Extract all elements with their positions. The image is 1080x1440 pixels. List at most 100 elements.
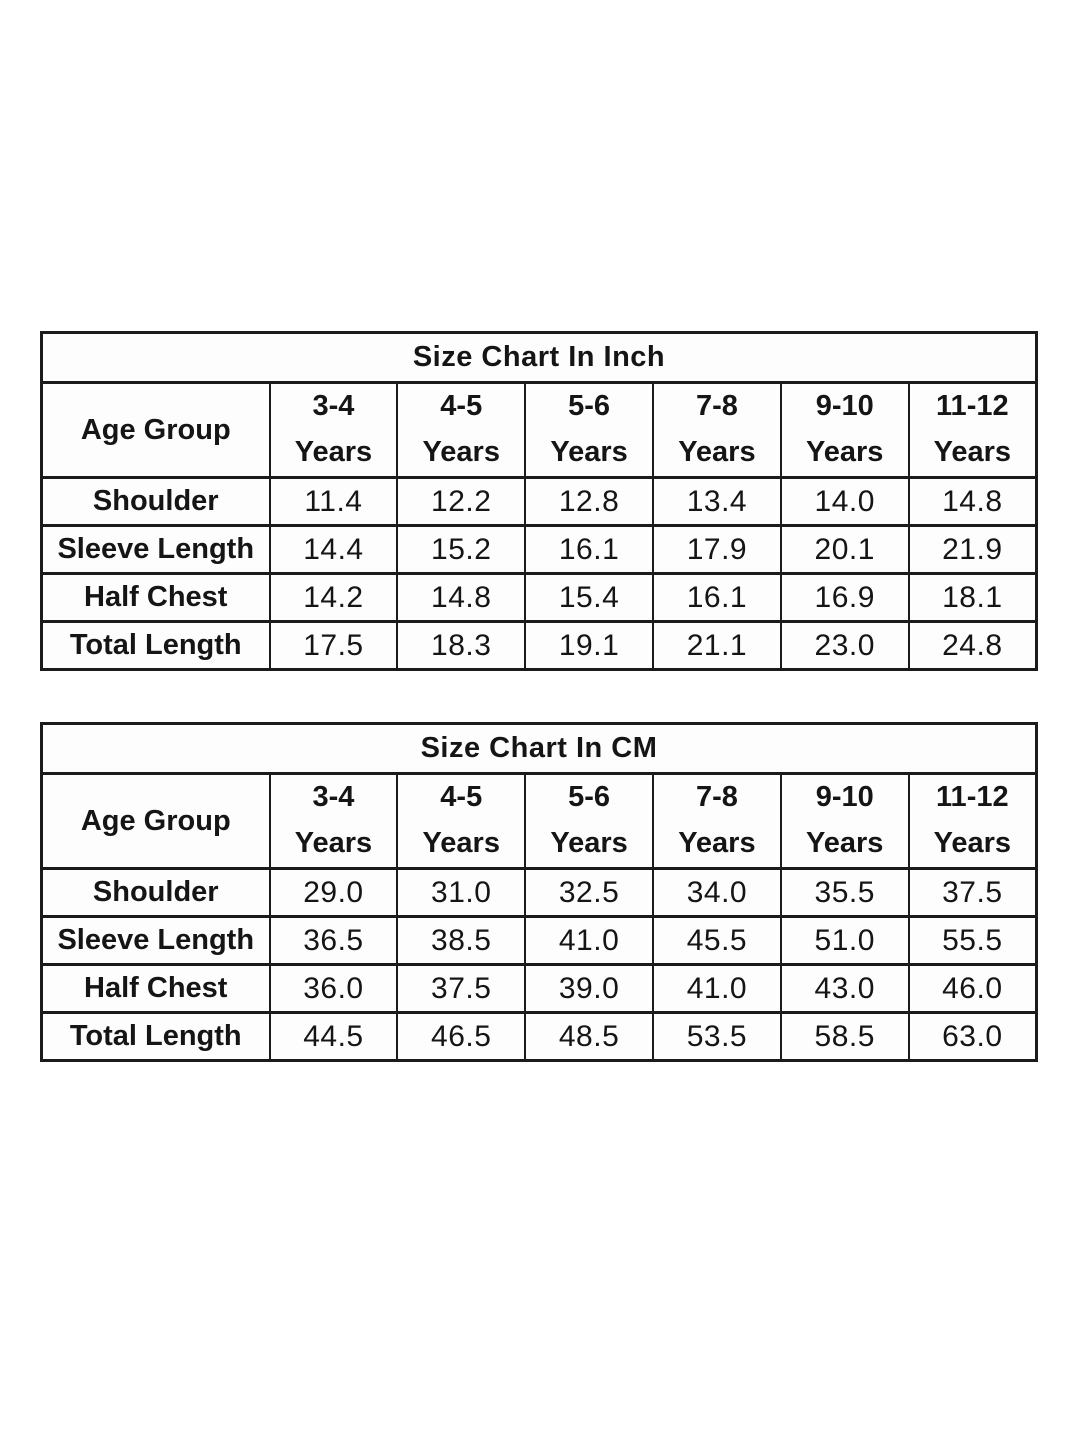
- column-header-age: 7-8: [695, 390, 738, 422]
- value-cell: 37.5: [396, 963, 527, 1014]
- value-cell: 16.1: [524, 524, 654, 575]
- column-header-age: 9-10: [815, 781, 874, 813]
- column-header: 9-10 Years: [779, 772, 910, 870]
- value-cell: 14.2: [268, 572, 399, 623]
- value-cell: 34.0: [651, 867, 782, 918]
- column-header: 4-5 Years: [396, 772, 527, 870]
- table-row: Shoulder 11.4 12.2 12.8 13.4 14.0 14.8: [40, 476, 1038, 527]
- row-label: Sleeve Length: [40, 524, 271, 575]
- value-cell: 18.3: [396, 620, 527, 671]
- value-cell: 45.5: [651, 915, 782, 966]
- value-cell: 15.4: [524, 572, 654, 623]
- table-row: Sleeve Length 36.5 38.5 41.0 45.5 51.0 55.5: [40, 915, 1038, 966]
- value-cell: 17.9: [651, 524, 782, 575]
- value-cell: 53.5: [651, 1011, 782, 1062]
- value-cell: 46.0: [907, 963, 1038, 1014]
- value-cell: 20.1: [779, 524, 910, 575]
- age-group-header: Age Group: [40, 772, 271, 870]
- column-header: 3-4 Years: [268, 381, 399, 479]
- table-row: Sleeve Length 14.4 15.2 16.1 17.9 20.1 21.9: [40, 524, 1038, 575]
- column-header-unit: Years: [550, 436, 628, 468]
- value-cell: 18.1: [907, 572, 1038, 623]
- row-label: Shoulder: [40, 476, 271, 527]
- table-row: Shoulder 29.0 31.0 32.5 34.0 35.5 37.5: [40, 867, 1038, 918]
- column-header-age: 4-5: [440, 390, 483, 422]
- column-header-unit: Years: [294, 827, 373, 859]
- column-header: 3-4 Years: [268, 772, 399, 870]
- value-cell: 58.5: [779, 1011, 910, 1062]
- column-header-unit: Years: [678, 436, 756, 468]
- value-cell: 17.5: [268, 620, 399, 671]
- table-row: Half Chest 14.2 14.8 15.4 16.1 16.9 18.1: [40, 572, 1038, 623]
- value-cell: 29.0: [268, 867, 399, 918]
- value-cell: 48.5: [524, 1011, 654, 1062]
- column-header-unit: Years: [550, 827, 628, 859]
- table-row: Half Chest 36.0 37.5 39.0 41.0 43.0 46.0: [40, 963, 1038, 1014]
- value-cell: 21.1: [651, 620, 782, 671]
- table-header-row: Age Group 3-4 Years 4-5 Years 5-6 Years 7-8 Year…: [40, 772, 1038, 870]
- column-header: 11-12 Years: [907, 381, 1038, 479]
- column-header-unit: Years: [422, 436, 500, 468]
- value-cell: 14.8: [396, 572, 527, 623]
- value-cell: 16.1: [651, 572, 782, 623]
- column-header: 7-8 Years: [651, 381, 782, 479]
- row-label: Half Chest: [40, 963, 271, 1014]
- table-row: Total Length 17.5 18.3 19.1 21.1 23.0 24.8: [40, 620, 1038, 671]
- column-header: 7-8 Years: [651, 772, 782, 870]
- column-header-age: 9-10: [815, 390, 874, 422]
- value-cell: 37.5: [907, 867, 1038, 918]
- value-cell: 12.8: [524, 476, 654, 527]
- row-label: Total Length: [40, 1011, 271, 1062]
- value-cell: 36.5: [268, 915, 399, 966]
- size-chart-inch-table: Size Chart In Inch Age Group 3-4 Years 4-5 Ye…: [40, 331, 1038, 671]
- column-header-age: 5-6: [568, 781, 611, 813]
- column-header-age: 4-5: [440, 781, 483, 813]
- column-header-age: 3-4: [312, 390, 355, 422]
- value-cell: 31.0: [396, 867, 527, 918]
- column-header-age: 3-4: [312, 781, 355, 813]
- column-header-unit: Years: [294, 436, 373, 468]
- table-title-row: Size Chart In Inch: [40, 331, 1038, 384]
- age-group-header: Age Group: [40, 381, 271, 479]
- value-cell: 14.4: [268, 524, 399, 575]
- column-header-unit: Years: [933, 436, 1012, 468]
- value-cell: 14.8: [907, 476, 1038, 527]
- column-header-age: 11-12: [936, 781, 1009, 813]
- row-label: Total Length: [40, 620, 271, 671]
- size-chart-cm-table: Size Chart In CM Age Group 3-4 Years 4-5 Year…: [40, 722, 1038, 1062]
- value-cell: 13.4: [651, 476, 782, 527]
- value-cell: 39.0: [524, 963, 654, 1014]
- column-header-unit: Years: [806, 827, 884, 859]
- column-header: 5-6 Years: [524, 772, 654, 870]
- column-header-unit: Years: [933, 827, 1012, 859]
- value-cell: 14.0: [779, 476, 910, 527]
- value-cell: 16.9: [779, 572, 910, 623]
- value-cell: 46.5: [396, 1011, 527, 1062]
- value-cell: 35.5: [779, 867, 910, 918]
- value-cell: 43.0: [779, 963, 910, 1014]
- row-label: Shoulder: [40, 867, 271, 918]
- value-cell: 38.5: [396, 915, 527, 966]
- value-cell: 36.0: [268, 963, 399, 1014]
- value-cell: 63.0: [907, 1011, 1038, 1062]
- column-header-unit: Years: [806, 436, 884, 468]
- value-cell: 12.2: [396, 476, 527, 527]
- value-cell: 41.0: [651, 963, 782, 1014]
- value-cell: 19.1: [524, 620, 654, 671]
- value-cell: 24.8: [907, 620, 1038, 671]
- value-cell: 23.0: [779, 620, 910, 671]
- value-cell: 55.5: [907, 915, 1038, 966]
- column-header-age: 11-12: [936, 390, 1009, 422]
- value-cell: 41.0: [524, 915, 654, 966]
- value-cell: 15.2: [396, 524, 527, 575]
- table-row: Total Length 44.5 46.5 48.5 53.5 58.5 63.0: [40, 1011, 1038, 1062]
- column-header: 4-5 Years: [396, 381, 527, 479]
- value-cell: 32.5: [524, 867, 654, 918]
- row-label: Sleeve Length: [40, 915, 271, 966]
- table-header-row: Age Group 3-4 Years 4-5 Years 5-6 Years 7-8 Year…: [40, 381, 1038, 479]
- value-cell: 51.0: [779, 915, 910, 966]
- column-header-age: 7-8: [695, 781, 738, 813]
- column-header: 9-10 Years: [779, 381, 910, 479]
- table-title-row: Size Chart In CM: [40, 722, 1038, 775]
